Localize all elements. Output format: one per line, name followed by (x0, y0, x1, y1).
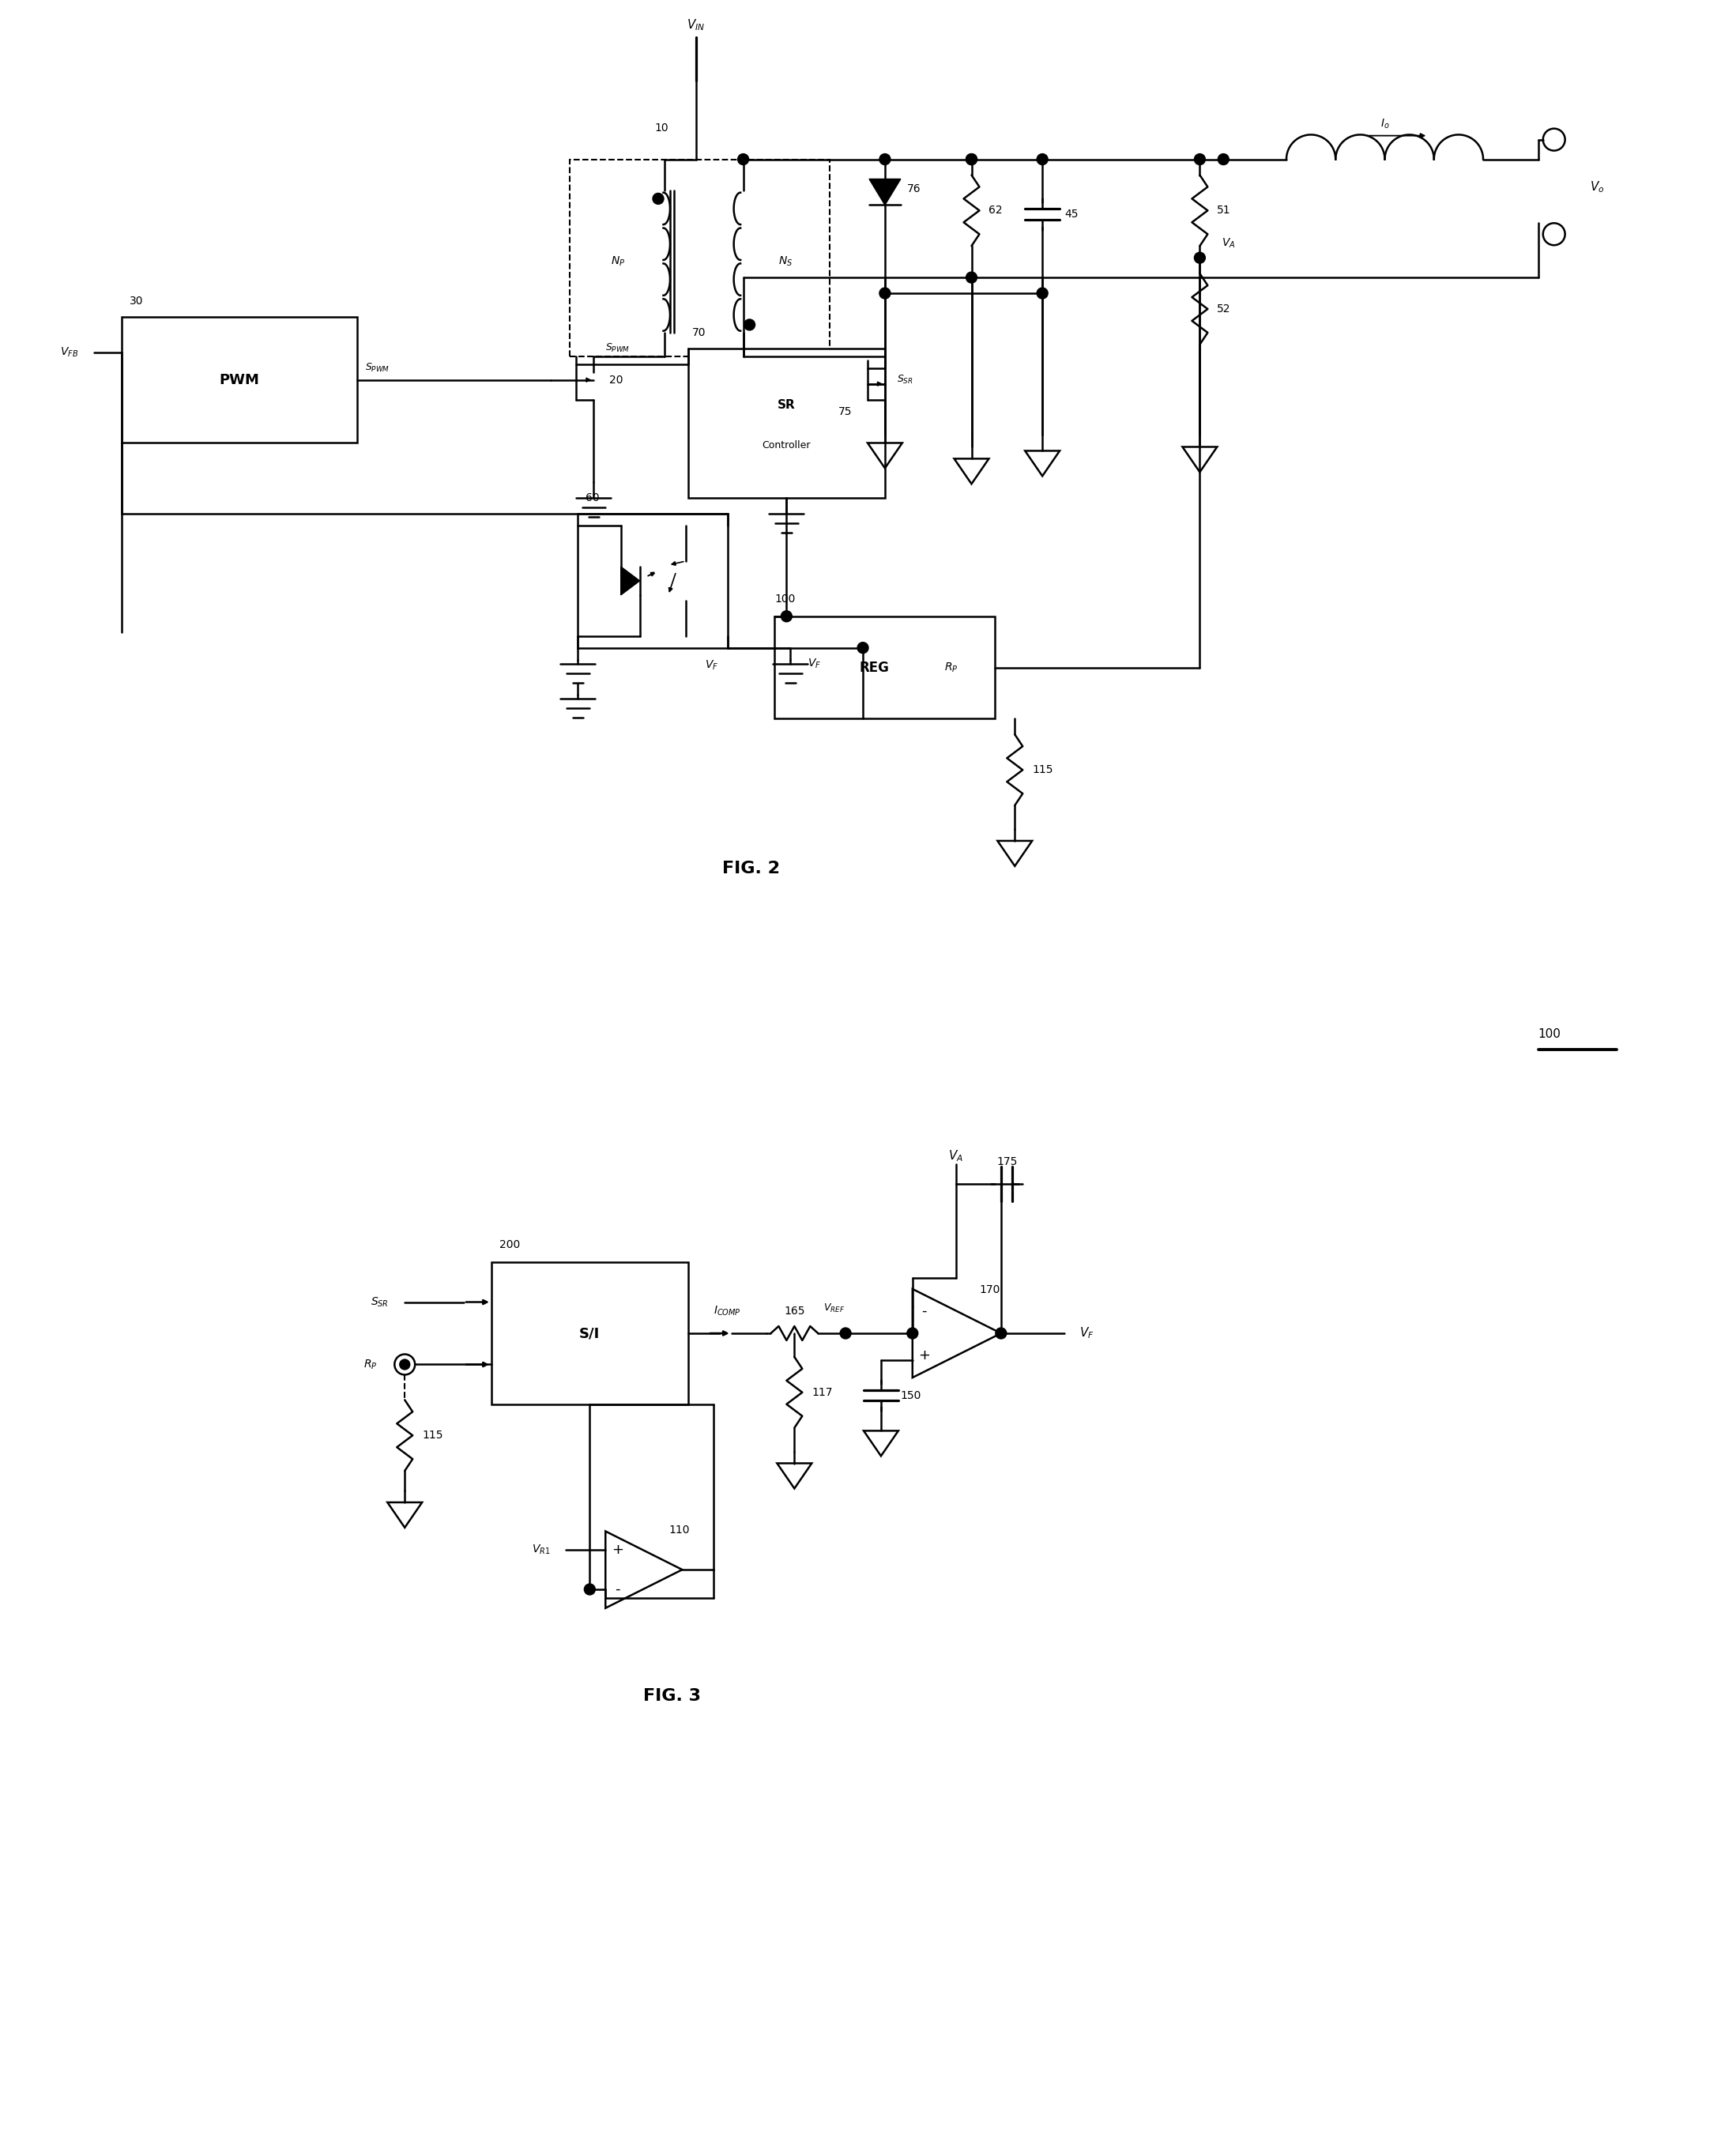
Circle shape (745, 319, 755, 330)
Text: SR: SR (778, 399, 795, 412)
Text: FIG. 2: FIG. 2 (722, 860, 779, 875)
Text: 150: 150 (901, 1391, 922, 1401)
Circle shape (399, 1360, 410, 1369)
Circle shape (781, 610, 792, 621)
Text: S/I: S/I (580, 1326, 601, 1341)
Circle shape (840, 1328, 851, 1339)
Text: 110: 110 (668, 1524, 689, 1535)
Text: 52: 52 (1217, 304, 1231, 315)
Text: $N_P$: $N_P$ (611, 254, 625, 267)
Bar (687, 349, 885, 498)
Bar (569, 160, 830, 356)
Bar (578, 513, 727, 647)
Text: $V_F$: $V_F$ (807, 658, 821, 671)
Text: 200: 200 (500, 1240, 521, 1250)
Text: 75: 75 (838, 405, 852, 416)
Text: $I_o$: $I_o$ (1380, 116, 1389, 129)
Text: 60: 60 (585, 492, 599, 505)
Text: 20: 20 (609, 375, 623, 386)
Text: $V_A$: $V_A$ (1222, 237, 1236, 250)
Polygon shape (870, 179, 901, 205)
Text: 30: 30 (128, 295, 142, 306)
Circle shape (965, 153, 977, 164)
Circle shape (880, 153, 891, 164)
Text: 115: 115 (422, 1429, 443, 1440)
Text: $S_{PWM}$: $S_{PWM}$ (606, 343, 630, 354)
Text: PWM: PWM (219, 373, 260, 388)
Text: $S_{PWM}$: $S_{PWM}$ (365, 362, 391, 373)
Text: +: + (611, 1544, 623, 1557)
Text: $V_{REF}$: $V_{REF}$ (823, 1302, 844, 1313)
Text: $V_{FB}$: $V_{FB}$ (59, 345, 78, 358)
Text: $V_{R1}$: $V_{R1}$ (531, 1544, 550, 1557)
Polygon shape (621, 567, 641, 595)
Text: $S_{SR}$: $S_{SR}$ (898, 373, 913, 386)
Text: $R_P$: $R_P$ (944, 662, 958, 675)
Text: 100: 100 (774, 593, 795, 604)
Bar (491, 1263, 687, 1404)
Circle shape (880, 287, 891, 300)
Text: 45: 45 (1064, 209, 1078, 220)
Text: 165: 165 (785, 1307, 806, 1317)
Text: 100: 100 (1538, 1028, 1561, 1039)
Text: $V_F$: $V_F$ (705, 658, 719, 673)
Circle shape (858, 642, 868, 653)
Text: 76: 76 (906, 183, 920, 194)
Circle shape (1036, 287, 1049, 300)
Text: -: - (922, 1304, 927, 1317)
Text: 70: 70 (693, 328, 707, 338)
Text: 62: 62 (990, 205, 1003, 216)
Circle shape (1219, 153, 1229, 164)
Circle shape (738, 153, 748, 164)
Text: 10: 10 (654, 123, 668, 134)
Circle shape (906, 1328, 918, 1339)
Circle shape (1194, 252, 1205, 263)
Text: $V_A$: $V_A$ (948, 1149, 963, 1164)
Circle shape (585, 1585, 595, 1595)
Text: 51: 51 (1217, 205, 1231, 216)
Text: 117: 117 (812, 1386, 833, 1397)
Circle shape (1194, 153, 1205, 164)
Bar (122, 317, 358, 442)
Text: $V_F$: $V_F$ (1080, 1326, 1094, 1341)
Circle shape (965, 272, 977, 282)
Text: -: - (615, 1583, 620, 1595)
Text: Controller: Controller (762, 440, 811, 451)
Text: $S_{SR}$: $S_{SR}$ (372, 1296, 389, 1309)
Bar (774, 617, 995, 718)
Text: $I_{COMP}$: $I_{COMP}$ (713, 1304, 741, 1317)
Text: $V_o$: $V_o$ (1590, 179, 1604, 194)
Text: $R_P$: $R_P$ (363, 1358, 377, 1371)
Text: 170: 170 (979, 1285, 1000, 1296)
Circle shape (1036, 153, 1049, 164)
Text: +: + (918, 1348, 930, 1363)
Text: $N_S$: $N_S$ (779, 254, 793, 267)
Text: 175: 175 (996, 1156, 1017, 1166)
Text: FIG. 3: FIG. 3 (644, 1688, 701, 1703)
Circle shape (995, 1328, 1007, 1339)
Text: $V_{IN}$: $V_{IN}$ (687, 17, 705, 32)
Text: REG: REG (859, 660, 889, 675)
Circle shape (965, 153, 977, 164)
Circle shape (653, 194, 663, 205)
Text: 115: 115 (1033, 765, 1054, 776)
